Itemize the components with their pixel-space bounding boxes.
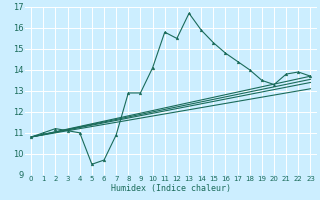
X-axis label: Humidex (Indice chaleur): Humidex (Indice chaleur)	[111, 184, 231, 193]
